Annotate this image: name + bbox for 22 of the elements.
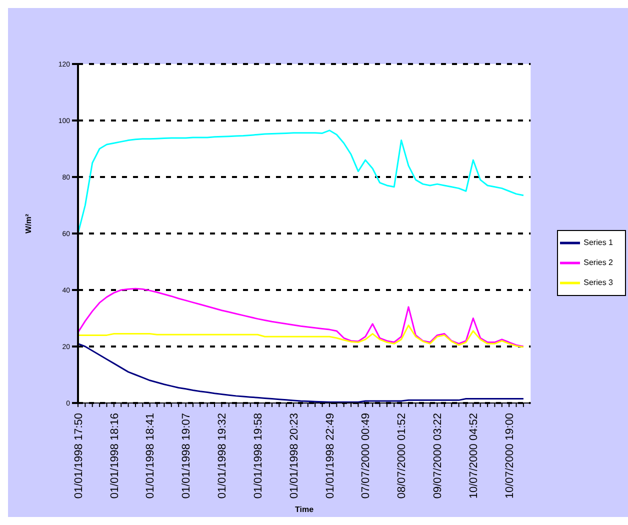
x-tick-label: 01/01/1998 19:07 bbox=[180, 413, 193, 499]
x-tick-label: 07/07/2000 00:49 bbox=[360, 413, 372, 499]
y-axis-title: W/m² bbox=[24, 214, 33, 234]
line-series bbox=[78, 342, 524, 403]
x-tick-label: 09/07/2000 03:22 bbox=[432, 413, 444, 499]
line-series bbox=[78, 130, 524, 234]
x-tick-label: 01/01/1998 17:50 bbox=[72, 413, 85, 499]
legend-label: Series 2 bbox=[584, 258, 613, 267]
x-tick-label: 01/01/1998 19:32 bbox=[216, 413, 229, 499]
x-tick-label: 01/01/1998 19:58 bbox=[252, 413, 264, 499]
line-series bbox=[78, 324, 524, 348]
legend-label: Series 3 bbox=[584, 278, 613, 287]
x-tick-label: 08/07/2000 01:52 bbox=[396, 413, 408, 499]
legend-label: Series 1 bbox=[584, 238, 613, 247]
x-tick-label: 01/01/1998 18:16 bbox=[108, 413, 121, 499]
x-tick-label: 01/01/1998 18:41 bbox=[144, 413, 157, 499]
x-tick-label: 01/01/1998 20:23 bbox=[288, 413, 300, 499]
x-tick-label: 10/07/2000 04:52 bbox=[468, 413, 480, 499]
line-series bbox=[78, 288, 524, 348]
x-axis-title: Time bbox=[295, 505, 314, 514]
x-tick-label: 01/01/1998 22:49 bbox=[324, 413, 336, 499]
x-tick-label: 10/07/2000 19:00 bbox=[504, 413, 516, 499]
